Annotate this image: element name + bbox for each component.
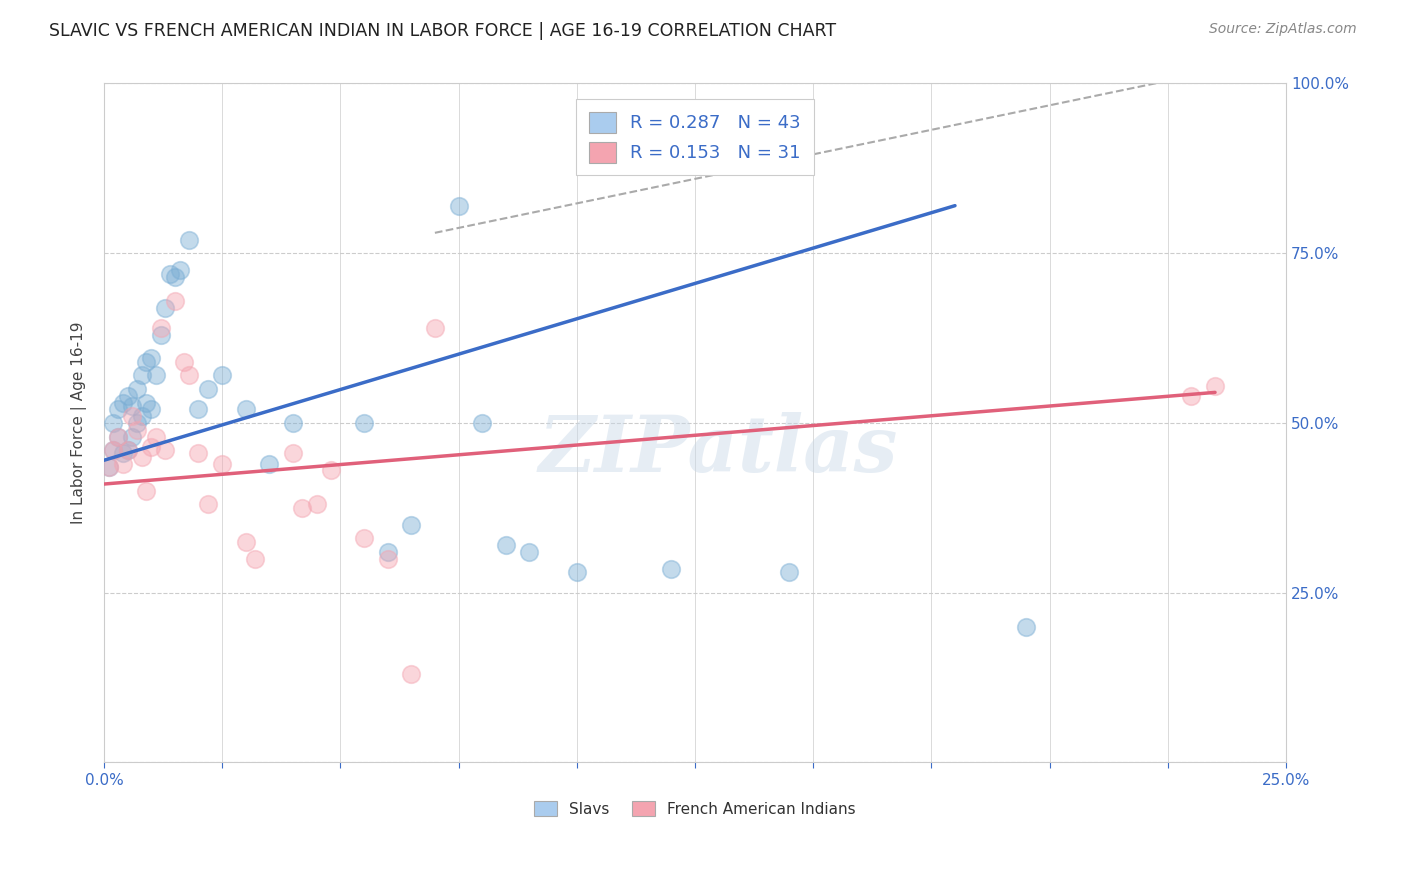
Point: [117, 443, 139, 458]
Point: [377, 551, 399, 566]
Point: [97, 460, 120, 475]
Point: [211, 368, 233, 383]
Point: [377, 545, 399, 559]
Point: [319, 463, 342, 477]
Point: [779, 566, 801, 580]
Point: [97, 460, 120, 475]
Point: [281, 416, 304, 430]
Point: [149, 327, 172, 342]
Point: [117, 443, 139, 458]
Point: [103, 443, 125, 458]
Y-axis label: In Labor Force | Age 16-19: In Labor Force | Age 16-19: [72, 322, 87, 524]
Point: [177, 368, 200, 383]
Point: [471, 416, 494, 430]
Point: [163, 269, 186, 284]
Point: [141, 351, 163, 366]
Point: [111, 457, 134, 471]
Point: [121, 429, 143, 443]
Point: [125, 416, 148, 430]
Point: [423, 321, 446, 335]
Point: [159, 267, 181, 281]
Point: [305, 497, 328, 511]
Point: [135, 355, 157, 369]
Point: [1204, 378, 1226, 392]
Point: [177, 233, 200, 247]
Point: [107, 429, 129, 443]
Point: [163, 293, 186, 308]
Point: [565, 566, 588, 580]
Point: [197, 497, 219, 511]
Point: [103, 416, 125, 430]
Point: [149, 321, 172, 335]
Point: [1015, 620, 1038, 634]
Point: [197, 382, 219, 396]
Point: [125, 423, 148, 437]
Point: [141, 440, 163, 454]
Point: [111, 446, 134, 460]
Text: Source: ZipAtlas.com: Source: ZipAtlas.com: [1209, 22, 1357, 37]
Point: [135, 483, 157, 498]
Point: [353, 416, 375, 430]
Point: [235, 534, 257, 549]
Text: ZIPatlas: ZIPatlas: [538, 412, 898, 488]
Point: [399, 517, 422, 532]
Point: [399, 667, 422, 681]
Point: [103, 443, 125, 458]
Point: [111, 395, 134, 409]
Point: [135, 395, 157, 409]
Point: [281, 446, 304, 460]
Point: [211, 457, 233, 471]
Point: [155, 301, 177, 315]
Point: [131, 450, 153, 464]
Point: [187, 446, 209, 460]
Point: [155, 443, 177, 458]
Point: [131, 409, 153, 424]
Point: [187, 402, 209, 417]
Point: [659, 562, 682, 576]
Point: [141, 402, 163, 417]
Point: [235, 402, 257, 417]
Point: [259, 457, 281, 471]
Point: [245, 551, 267, 566]
Point: [107, 429, 129, 443]
Point: [291, 500, 314, 515]
Text: SLAVIC VS FRENCH AMERICAN INDIAN IN LABOR FORCE | AGE 16-19 CORRELATION CHART: SLAVIC VS FRENCH AMERICAN INDIAN IN LABO…: [49, 22, 837, 40]
Point: [1180, 389, 1202, 403]
Point: [495, 538, 517, 552]
Point: [125, 382, 148, 396]
Point: [353, 532, 375, 546]
Point: [121, 409, 143, 424]
Point: [169, 263, 191, 277]
Point: [117, 389, 139, 403]
Point: [131, 368, 153, 383]
Point: [173, 355, 195, 369]
Point: [145, 368, 167, 383]
Point: [447, 199, 470, 213]
Point: [519, 545, 541, 559]
Legend: Slavs, French American Indians: Slavs, French American Indians: [527, 795, 862, 822]
Point: [121, 399, 143, 413]
Point: [145, 429, 167, 443]
Point: [107, 402, 129, 417]
